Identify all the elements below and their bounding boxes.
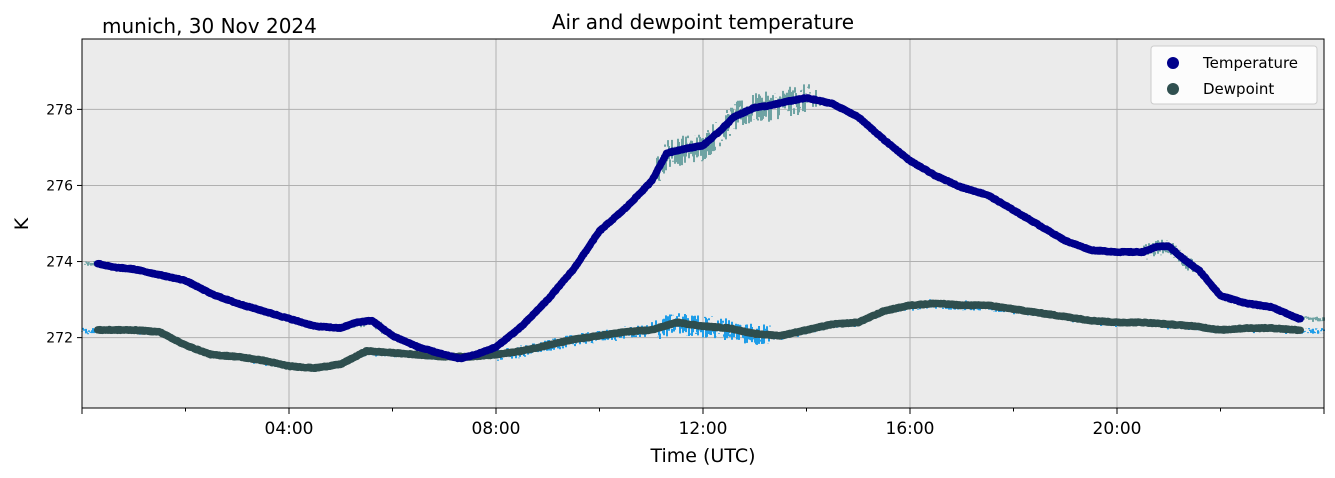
x-axis: 04:00 08:00 12:00 16:00 20:00 [81,408,1325,439]
y-axis-label: K [11,217,33,230]
legend-marker [1167,83,1179,95]
x-tick-label: 12:00 [679,419,728,439]
x-tick-label: 16:00 [886,419,935,439]
legend-marker [1167,57,1179,69]
chart-subtitle: munich, 30 Nov 2024 [102,14,317,38]
grid [82,39,1324,408]
x-tick-label: 04:00 [265,419,314,439]
chart-title: Air and dewpoint temperature [552,10,854,34]
legend-label: Temperature [1202,54,1298,72]
temperature-point [1296,315,1304,323]
y-tick-label: 272 [46,331,73,347]
x-axis-label: Time (UTC) [649,445,755,467]
x-tick-label: 08:00 [472,419,521,439]
y-axis: 272 274 276 278 [46,102,82,347]
legend: Temperature Dewpoint [1150,45,1318,105]
y-tick-label: 276 [46,178,73,194]
legend-label: Dewpoint [1203,80,1274,98]
y-tick-label: 278 [46,102,73,118]
legend-box [1150,45,1318,105]
y-tick-label: 274 [46,255,73,271]
dewpoint-series [93,299,1304,372]
temperature-series [93,94,1304,363]
x-tick-label: 20:00 [1093,419,1142,439]
dewpoint-point [1296,326,1304,334]
